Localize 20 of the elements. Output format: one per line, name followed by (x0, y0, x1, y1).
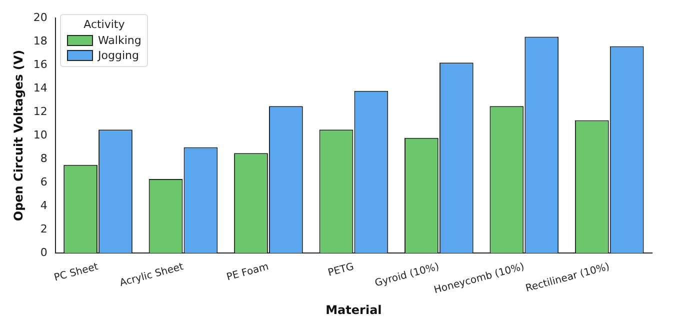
y-tick-label: 8 (40, 152, 48, 165)
legend-label: Jogging (98, 48, 139, 63)
y-axis-title: Open Circuit Voltages (V) (11, 50, 26, 222)
x-tick-label: PC Sheet (53, 262, 100, 284)
legend-title: Activity (82, 18, 126, 31)
x-axis-title: Material (326, 302, 382, 317)
y-tick-label: 14 (33, 81, 48, 94)
x-tick-label: Acrylic Sheet (118, 262, 185, 290)
y-tick-label: 6 (40, 175, 48, 188)
legend-label: Walking (98, 33, 142, 48)
y-tick-label: 0 (40, 246, 48, 259)
y-tick-label: 10 (33, 128, 48, 142)
y-tick-label: 12 (33, 104, 48, 118)
y-tick-label: 18 (33, 34, 48, 48)
x-tick-label: PE Foam (226, 262, 270, 284)
y-tick-label: 16 (33, 58, 48, 71)
y-tick-label: 4 (40, 198, 48, 212)
y-tick-label: 20 (33, 10, 48, 24)
x-tick-label: PETG (326, 262, 356, 279)
y-tick-label: 2 (40, 222, 48, 236)
